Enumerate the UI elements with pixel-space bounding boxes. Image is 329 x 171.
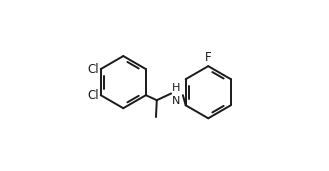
Text: F: F — [205, 51, 212, 64]
Text: Cl: Cl — [88, 63, 99, 76]
Text: H: H — [172, 83, 180, 93]
Text: Cl: Cl — [88, 89, 99, 102]
Text: N: N — [172, 96, 180, 106]
